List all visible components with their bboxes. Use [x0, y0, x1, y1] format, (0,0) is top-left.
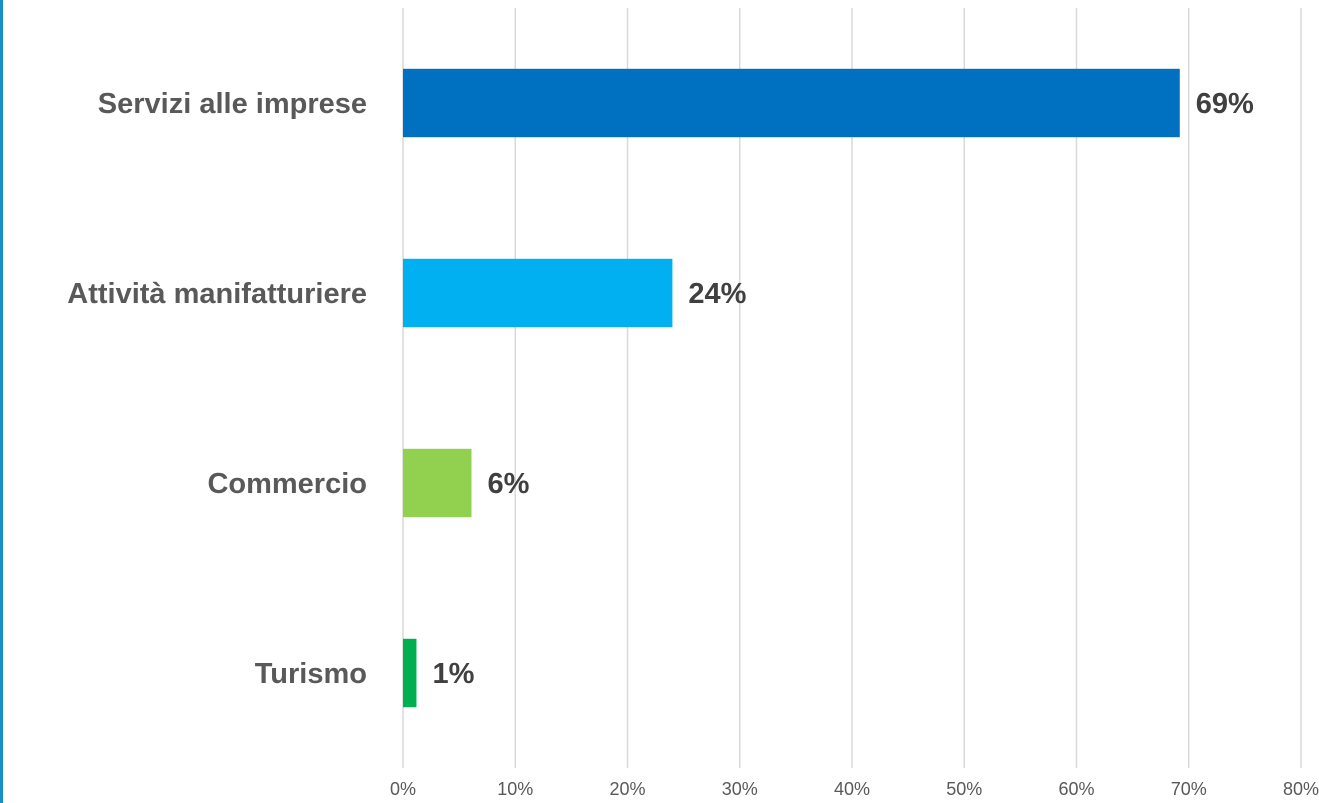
data-label: 6%: [487, 468, 529, 500]
x-tick-label: 70%: [1171, 779, 1207, 799]
x-axis-ticks: 0% 10% 20% 30% 40% 50% 60% 70% 80%: [390, 779, 1319, 799]
chart-canvas: Servizi alle imprese 69% Attività manifatt…: [67, 8, 1319, 799]
bar-2: [403, 448, 472, 518]
data-label: 1%: [432, 658, 474, 690]
x-tick-label: 60%: [1058, 779, 1094, 799]
x-tick-label: 80%: [1283, 779, 1319, 799]
data-label: 24%: [688, 278, 746, 310]
x-tick-label: 50%: [946, 779, 982, 799]
bar-1: [403, 258, 673, 328]
category-label: Attività manifatturiere: [67, 278, 367, 310]
bar-0: [403, 68, 1180, 138]
category-label: Commercio: [207, 468, 367, 500]
bar-3: [403, 638, 417, 708]
x-tick-label: 10%: [497, 779, 533, 799]
category-label: Turismo: [255, 658, 367, 690]
category-label: Servizi alle imprese: [98, 88, 367, 120]
x-tick-label: 40%: [834, 779, 870, 799]
data-label: 69%: [1196, 88, 1254, 120]
labels: Servizi alle imprese 69% Attività manifatt…: [67, 88, 1254, 690]
x-tick-label: 20%: [609, 779, 645, 799]
bars: [403, 68, 1180, 708]
x-tick-label: 30%: [722, 779, 758, 799]
x-tick-label: 0%: [390, 779, 416, 799]
